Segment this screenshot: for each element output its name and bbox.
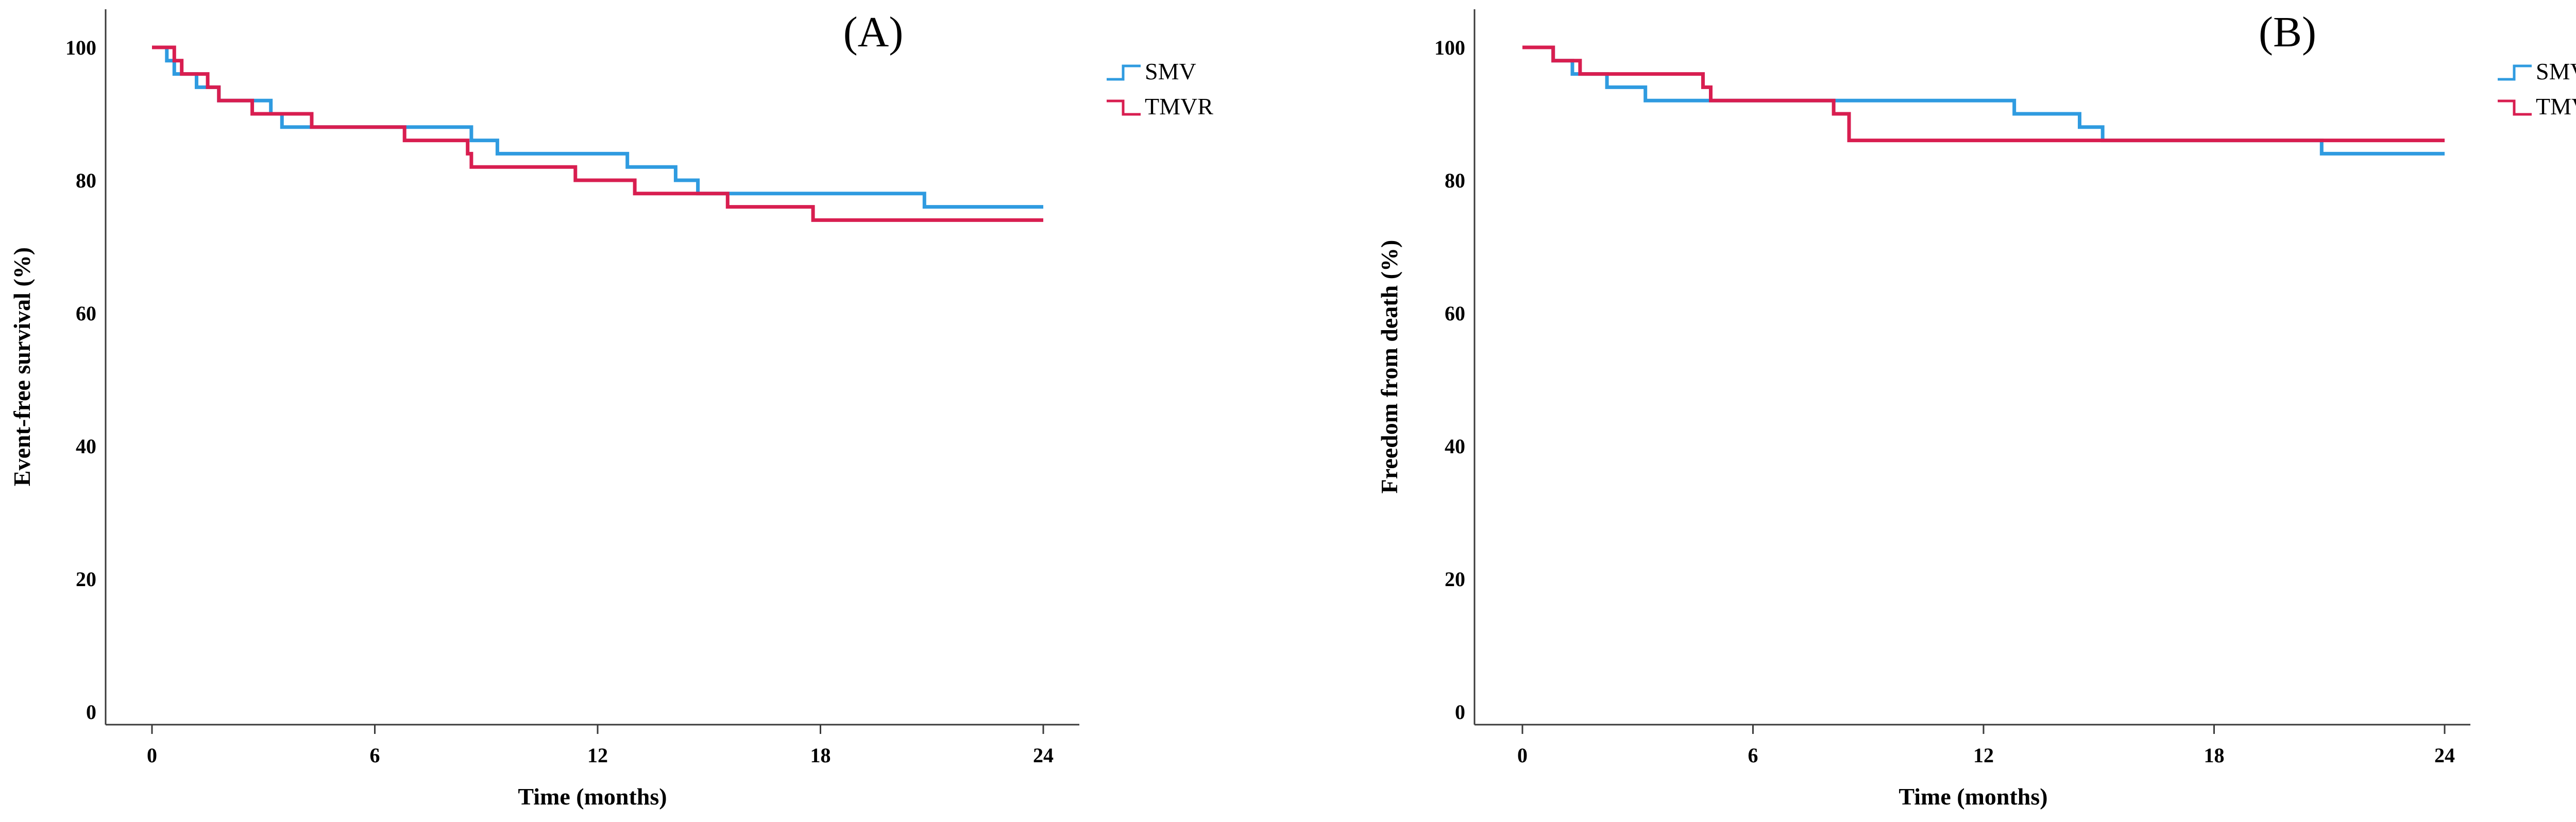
axis-ticks bbox=[151, 725, 1044, 734]
x-tick-label: 6 bbox=[370, 744, 380, 767]
y-tick-label: 0 bbox=[1455, 700, 1465, 724]
y-axis-label: Freedom from death (%) bbox=[1376, 240, 1402, 494]
x-tick-label: 0 bbox=[1517, 744, 1528, 767]
y-tick-labels: 0 20 40 60 80 100 bbox=[65, 36, 96, 724]
x-tick-labels: 0 6 12 18 24 bbox=[1517, 744, 2455, 767]
x-tick-label: 12 bbox=[587, 744, 608, 767]
x-tick-label: 24 bbox=[2434, 744, 2455, 767]
panel-letter-b: (B) bbox=[2259, 8, 2316, 56]
legend: SMV TMVR bbox=[2498, 58, 2576, 119]
series-line-tmvr bbox=[152, 45, 1043, 222]
x-tick-label: 18 bbox=[810, 744, 831, 767]
y-axis-label: Event-free survival (%) bbox=[9, 247, 35, 486]
axis-ticks bbox=[1521, 725, 2446, 734]
panel-letter-a: (A) bbox=[843, 8, 904, 56]
y-tick-label: 20 bbox=[76, 568, 96, 591]
legend-label-smv: SMV bbox=[2536, 58, 2576, 84]
y-tick-label: 100 bbox=[65, 36, 96, 59]
x-tick-label: 0 bbox=[147, 744, 157, 767]
x-axis-label: Time (months) bbox=[1899, 783, 2047, 810]
legend-swatch-tmvr bbox=[2498, 99, 2532, 116]
panel-a: 0 6 12 18 24 0 20 40 60 80 100 Time (mon… bbox=[9, 8, 1213, 810]
y-tick-label: 40 bbox=[1445, 435, 1465, 458]
legend-swatch-smv bbox=[1107, 64, 1141, 81]
panel-b: 0 6 12 18 24 0 20 40 60 80 100 Time (mon… bbox=[1376, 8, 2576, 810]
y-tick-label: 40 bbox=[76, 435, 96, 458]
y-tick-label: 60 bbox=[1445, 302, 1465, 325]
y-tick-label: 0 bbox=[86, 700, 96, 724]
y-tick-label: 60 bbox=[76, 302, 96, 325]
series-line-smv bbox=[152, 45, 1043, 209]
legend-swatch-smv bbox=[2498, 64, 2532, 81]
x-tick-label: 12 bbox=[1973, 744, 1994, 767]
series-line-tmvr bbox=[1522, 45, 2445, 143]
x-tick-label: 6 bbox=[1748, 744, 1758, 767]
legend: SMV TMVR bbox=[1107, 58, 1213, 119]
legend-swatch-tmvr bbox=[1107, 99, 1141, 116]
y-tick-label: 80 bbox=[76, 169, 96, 192]
x-axis-label: Time (months) bbox=[518, 783, 667, 810]
series-line-smv bbox=[1522, 45, 2445, 156]
legend-label-smv: SMV bbox=[1145, 58, 1196, 84]
y-tick-label: 100 bbox=[1434, 36, 1465, 59]
x-tick-label: 18 bbox=[2204, 744, 2225, 767]
y-tick-label: 20 bbox=[1445, 568, 1465, 591]
x-tick-label: 24 bbox=[1033, 744, 1054, 767]
x-tick-labels: 0 6 12 18 24 bbox=[147, 744, 1054, 767]
y-tick-labels: 0 20 40 60 80 100 bbox=[1434, 36, 1465, 724]
y-tick-label: 80 bbox=[1445, 169, 1465, 192]
legend-label-tmvr: TMVR bbox=[1145, 93, 1213, 119]
legend-label-tmvr: TMVR bbox=[2536, 93, 2576, 119]
